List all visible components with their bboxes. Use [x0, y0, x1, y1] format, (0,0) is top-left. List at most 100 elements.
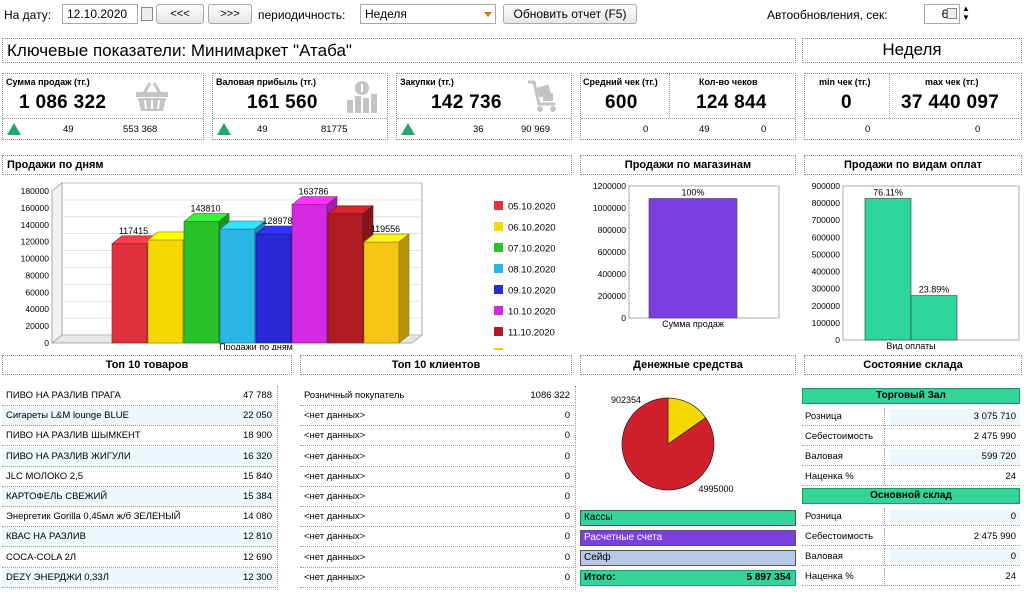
y-tick-label: 100000 — [812, 318, 841, 328]
top-clients-row[interactable]: <нет данных> 0 — [300, 406, 574, 427]
legend-label: 12.10.2020 — [508, 349, 556, 351]
top-clients-value: 0 — [564, 470, 570, 482]
top-clients-table: Розничный покупатель 1086 322 <нет данных>… — [300, 386, 576, 590]
legend-label: 06.10.2020 — [508, 223, 556, 234]
legend-label: 10.10.2020 — [508, 307, 556, 318]
date-label: На дату: — [4, 8, 52, 22]
divider — [669, 74, 670, 118]
top-goods-table: ПИВО НА РАЗЛИВ ПРАГА 47 788 Сигареты L&M l… — [2, 386, 278, 590]
stock-row-bg — [890, 469, 1020, 485]
calculator-icon[interactable] — [947, 8, 957, 19]
legend-swatch — [494, 222, 503, 231]
top-goods-row[interactable]: Сигареты L&M lounge BLUE 22 050 — [2, 406, 276, 427]
top-clients-row[interactable]: <нет данных> 0 — [300, 447, 574, 467]
top-clients-name: <нет данных> — [304, 511, 366, 523]
bar-store — [648, 198, 738, 319]
report-title-box: Ключевые показатели: Минимаркет "Атаба" — [2, 38, 796, 63]
prev-period-button[interactable]: <<< — [156, 4, 204, 24]
top-clients-value: 0 — [564, 410, 570, 422]
kpi-count-b: 0 — [761, 124, 767, 135]
kpi-purchases: Закупки (тг.) 142 736 36 90 969 — [396, 73, 572, 140]
stock-row-name: Розница — [805, 508, 885, 526]
data-label: 128978 — [262, 216, 292, 226]
y-tick-label: 160000 — [21, 203, 50, 213]
stock-row: Наценка % 24 — [802, 468, 1020, 486]
period-title-box: Неделя — [802, 38, 1022, 63]
kpi-count-a: 49 — [699, 124, 710, 135]
stock-row-name: Себестоимость — [805, 428, 885, 446]
top-clients-value: 0 — [564, 531, 570, 543]
section-title-stock: Состояние склада — [804, 355, 1022, 375]
top-clients-row[interactable]: <нет данных> 0 — [300, 507, 574, 528]
top-goods-value: 18 900 — [242, 430, 272, 442]
stock-row-bg — [890, 529, 1020, 545]
top-clients-value: 0 — [564, 450, 570, 462]
stock-row-bg — [890, 569, 1020, 585]
calendar-icon[interactable] — [141, 7, 153, 21]
section-title-sales-by-payment: Продажи по видам оплат — [804, 155, 1022, 175]
top-clients-row[interactable]: <нет данных> 0 — [300, 568, 574, 588]
top-clients-row[interactable]: <нет данных> 0 — [300, 548, 574, 568]
bar-10.10.2020 — [291, 204, 328, 344]
section-title-cash: Денежные средства — [580, 355, 796, 375]
kpi-sales-a: 49 — [63, 124, 74, 135]
top-goods-row[interactable]: КВАС НА РАЗЛИВ 12 810 — [2, 527, 276, 548]
refresh-report-button[interactable]: Обновить отчет (F5) — [503, 4, 637, 24]
top-goods-value: 15 840 — [242, 470, 272, 482]
divider — [397, 118, 571, 119]
kpi-min-max: min чек (тг.) 0 max чек (тг.) 37 440 097… — [804, 73, 1022, 140]
bar-08.10.2020 — [219, 228, 256, 344]
kpi-sales-label: Сумма продаж (тг.) — [6, 77, 90, 87]
top-goods-row[interactable]: DEZY ЭНЕРДЖИ 0,33Л 12 300 — [2, 567, 276, 588]
stock-row-bg — [890, 509, 1020, 525]
y-tick-label: 200000 — [812, 301, 841, 311]
top-clients-name: <нет данных> — [304, 450, 366, 462]
top-goods-row[interactable]: Энергетик Gorilla 0,45мл ж/б ЗЕЛЕНЫЙ 14 0… — [2, 507, 276, 528]
top-clients-row[interactable]: <нет данных> 0 — [300, 527, 574, 548]
y-tick-label: 400000 — [598, 269, 627, 279]
top-goods-value: 12 300 — [242, 571, 272, 583]
top-clients-name: <нет данных> — [304, 470, 366, 482]
next-period-button[interactable]: >>> — [208, 4, 252, 24]
stock-row: Розница 3 075 710 — [802, 408, 1020, 426]
kpi-min-a: 0 — [865, 124, 871, 135]
period-select[interactable]: Неделя — [360, 4, 496, 24]
kpi-max-label: max чек (тг.) — [925, 77, 979, 87]
y-tick-label: 300000 — [812, 284, 841, 294]
top-clients-row[interactable]: <нет данных> 0 — [300, 467, 574, 487]
kpi-gross-b: 81775 — [321, 124, 348, 135]
stock-row: Валовая 0 — [802, 548, 1020, 566]
y-tick-label: 80000 — [25, 270, 49, 280]
trend-up-icon — [401, 123, 415, 135]
legend-label: 08.10.2020 — [508, 265, 556, 276]
data-label: 163786 — [298, 187, 328, 197]
top-goods-row[interactable]: ПИВО НА РАЗЛИВ ЖИГУЛИ 16 320 — [2, 446, 276, 467]
stock-group-title: Основной склад — [802, 488, 1020, 504]
autorefresh-spinner[interactable]: ▲ ▼ — [962, 4, 970, 22]
bar-07.10.2020 — [183, 221, 220, 344]
top-clients-row[interactable]: <нет данных> 0 — [300, 487, 574, 507]
top-clients-row[interactable]: Розничный покупатель 1086 322 — [300, 386, 574, 406]
y-tick-label: 600000 — [812, 232, 841, 242]
top-goods-row[interactable]: КАРТОФЕЛЬ СВЕЖИЙ 15 384 — [2, 487, 276, 507]
cash-total-row: Итого: 5 897 354 — [580, 570, 796, 586]
kpi-purchases-a: 36 — [473, 124, 484, 135]
stock-row-value: 24 — [1005, 471, 1016, 482]
date-input[interactable] — [62, 4, 138, 24]
top-goods-value: 16 320 — [242, 450, 272, 462]
top-goods-value: 12 810 — [242, 531, 272, 543]
top-clients-row[interactable]: <нет данных> 0 — [300, 426, 574, 447]
top-goods-row[interactable]: COCA-COLA 2Л 12 690 — [2, 548, 276, 568]
top-goods-name: Сигареты L&M lounge BLUE — [6, 410, 129, 422]
y-tick-label: 60000 — [25, 287, 49, 297]
kpi-sales-value: 1 086 322 — [19, 92, 107, 113]
dropdown-arrow-icon[interactable] — [484, 12, 492, 17]
top-goods-row[interactable]: ПИВО НА РАЗЛИВ ПРАГА 47 788 — [2, 386, 276, 406]
chart-sales-by-day: 0 20000 40000 60000 80000 100000 120000 140000 1… — [21, 182, 556, 351]
bar-11.10.2020 — [327, 213, 364, 344]
section-title-top-goods: Топ 10 товаров — [2, 355, 292, 375]
top-clients-name: <нет данных> — [304, 551, 366, 563]
top-goods-row[interactable]: JLC МОЛОКО 2,5 15 840 — [2, 467, 276, 487]
stock-row: Розница 0 — [802, 508, 1020, 526]
top-goods-row[interactable]: ПИВО НА РАЗЛИВ ШЫМКЕНТ 18 900 — [2, 426, 276, 447]
